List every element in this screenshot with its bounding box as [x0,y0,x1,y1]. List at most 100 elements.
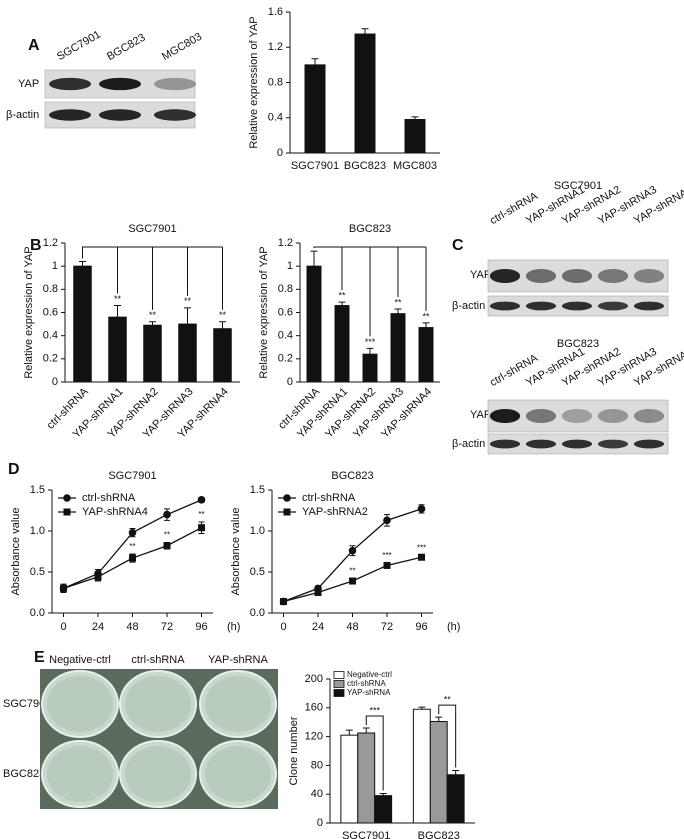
bar [357,732,376,824]
marker [128,528,137,537]
error-bar [435,716,443,722]
bar [143,324,162,383]
x-tick-label: 72 [381,621,393,633]
error-bar [184,307,191,325]
y-axis-label: Clone number [288,716,300,785]
annotation: ** [444,695,452,705]
error-bar [219,321,226,329]
y-axis-label: Absorbance value [10,507,22,595]
marker [163,542,171,550]
legend-marker [283,494,291,502]
band [489,301,521,311]
annotation: ** [219,310,227,320]
error-bar [114,305,121,318]
legend-label: Negative-ctrl [347,670,392,679]
y-tick-label: 1.6 [268,6,283,18]
annotation: ** [338,290,346,300]
error-bar [79,261,86,267]
row-label: YAP [470,409,491,421]
annotation: ** [164,531,170,540]
y-axis-label: Relative expression of YAP [258,246,270,378]
significance-bracket [438,704,457,768]
bar [390,313,406,383]
panel-label: D [8,461,20,478]
bar [108,316,127,383]
band [489,439,521,449]
bar [213,328,232,383]
annotation: ** [394,297,402,307]
panel-label: E [34,649,45,666]
column-label: Negative-ctrl [49,654,111,666]
x-unit: (h) [227,621,240,633]
y-tick-label: 0.0 [250,607,265,619]
marker [198,524,205,532]
legend-label: YAP-shRNA [347,688,391,697]
bar [334,305,350,383]
y-tick-label: 200 [305,673,323,685]
y-tick-label: 1 [52,260,58,272]
x-tick-label: 48 [346,621,358,633]
error-bar [422,322,430,328]
band [489,268,521,284]
legend-swatch [333,680,345,688]
y-tick-label: 1.5 [30,484,45,496]
y-tick-label: 1.2 [278,237,293,249]
band [597,301,629,311]
row-label: β-actin [6,109,39,121]
x-tick-label: SGC7901 [342,830,390,839]
x-tick-label: 72 [161,621,173,633]
annotation: *** [369,705,380,715]
y-tick-label: 0.5 [250,566,265,578]
plate-inner [125,676,191,732]
marker [383,516,391,525]
significance-bracket [82,246,223,259]
annotation: *** [365,337,376,347]
error-bar [366,347,374,355]
blot-title: SGC7901 [554,180,602,192]
band [99,77,141,91]
y-tick-label: 0.2 [43,353,58,365]
marker [349,577,356,585]
marker [417,505,426,513]
error-bar [418,706,426,710]
error-bar [310,250,318,267]
y-tick-label: 0.6 [43,306,58,318]
y-tick-label: 0 [52,376,58,388]
legend-label: ctrl-shRNA [347,679,386,688]
band [489,408,521,424]
error-bar [338,301,346,306]
error-bar [361,28,369,35]
y-tick-label: 0.2 [278,353,293,365]
x-tick-label: 96 [415,621,427,633]
y-tick-label: 0.4 [268,112,283,124]
legend-label: YAP-shRNA4 [82,506,148,518]
band [525,301,557,311]
marker [94,573,102,581]
marker [197,496,206,504]
annotation: ** [149,310,157,320]
x-tick-label: 24 [92,621,104,633]
chart-title: BGC823 [331,470,373,482]
significance-bracket [313,246,426,249]
legend-marker [283,508,291,516]
row-label: BGC823 [3,768,45,780]
marker [163,510,171,519]
error-bar [362,727,370,733]
bar [374,795,393,824]
y-tick-label: 0.4 [43,330,58,342]
legend-marker [63,494,71,502]
band [154,109,196,121]
y-tick-label: 0 [277,147,283,159]
plate-inner [47,676,113,732]
plate-inner [125,746,191,802]
y-tick-label: 0.8 [43,283,58,295]
marker [314,589,322,596]
legend-label: ctrl-shRNA [302,492,356,504]
lane-label: SGC7901 [55,29,103,64]
annotation: ** [114,294,122,304]
marker [383,561,391,569]
band [525,439,557,449]
bar [178,323,197,383]
plate-inner [205,746,271,802]
